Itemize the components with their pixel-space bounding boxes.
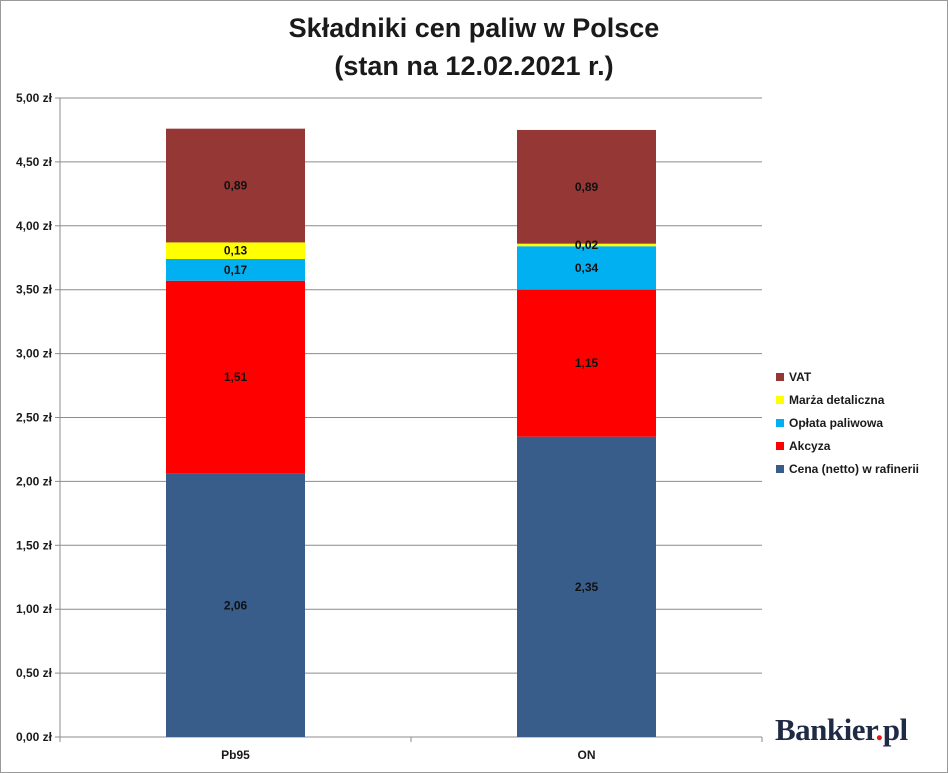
bar-segment (166, 259, 305, 281)
y-tick-label: 5,00 zł (16, 91, 53, 105)
legend-swatch (776, 442, 784, 450)
bars (166, 128, 656, 737)
data-label: 0,17 (224, 263, 248, 277)
gridlines (60, 97, 762, 738)
y-tick-label: 1,00 zł (16, 602, 53, 616)
bar-segment (517, 243, 656, 247)
chart-title: Składniki cen paliw w Polsce (stan na 12… (289, 13, 660, 81)
data-label: 0,02 (575, 238, 599, 252)
data-label: 0,13 (224, 244, 248, 258)
logo-tld: pl (882, 712, 908, 747)
legend: VAT Marża detaliczna Opłata paliwowa Akcyza… (776, 370, 919, 476)
y-tick-label: 4,50 zł (16, 155, 53, 169)
y-tick-label: 3,00 zł (16, 347, 53, 361)
y-tick-label: 2,00 zł (16, 474, 53, 488)
x-tick-label: ON (578, 748, 596, 762)
bar-segment (166, 242, 305, 260)
legend-swatch (776, 419, 784, 427)
legend-label: Cena (netto) w rafinerii (789, 462, 919, 476)
data-label: 0,89 (575, 180, 599, 194)
legend-label: Marża detaliczna (789, 393, 885, 407)
y-tick-label: 2,50 zł (16, 411, 53, 425)
chart-title-line-2: (stan na 12.02.2021 r.) (334, 51, 613, 81)
legend-label: VAT (789, 370, 812, 384)
logo-dot: . (875, 712, 883, 747)
y-tick-label: 4,00 zł (16, 219, 53, 233)
data-label: 0,89 (224, 179, 248, 193)
logo-brand: Bankier (775, 712, 876, 747)
chart-title-line-1: Składniki cen paliw w Polsce (289, 13, 660, 43)
legend-swatch (776, 373, 784, 381)
y-tick-label: 0,00 zł (16, 730, 53, 744)
bar-segment (166, 280, 305, 474)
bar-segment (517, 246, 656, 290)
legend-label: Akcyza (789, 439, 831, 453)
data-label: 2,35 (575, 580, 599, 594)
bar-segment (166, 128, 305, 243)
data-labels: 2,06 1,51 0,17 0,13 0,89 2,35 1,15 0,34 0,02 0,89 (224, 179, 599, 613)
bar-segment (166, 473, 305, 737)
legend-swatch (776, 465, 784, 473)
data-label: 2,06 (224, 598, 248, 612)
bar-segment (517, 436, 656, 737)
bar-segment (517, 129, 656, 244)
axes: 0,00 zł 0,50 zł 1,00 zł 1,50 zł 2,00 zł 2,50 … (16, 91, 763, 762)
x-tick-label: Pb95 (221, 748, 250, 762)
y-tick-label: 0,50 zł (16, 666, 53, 680)
bar-segment (517, 289, 656, 437)
legend-swatch (776, 396, 784, 404)
bankier-logo: Bankier.pl (775, 712, 908, 748)
y-tick-label: 1,50 zł (16, 538, 53, 552)
data-label: 1,15 (575, 356, 599, 370)
legend-label: Opłata paliwowa (789, 416, 883, 430)
data-label: 0,34 (575, 261, 599, 275)
y-tick-label: 3,50 zł (16, 283, 53, 297)
data-label: 1,51 (224, 370, 248, 384)
